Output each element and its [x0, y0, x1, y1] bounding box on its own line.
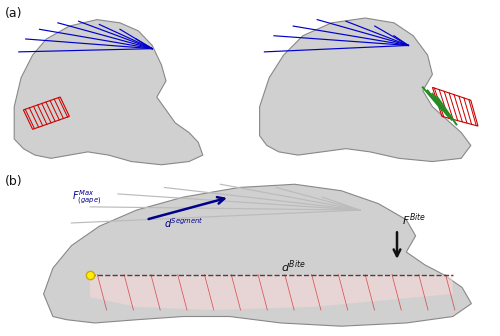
Text: (a): (a)	[5, 7, 22, 20]
Text: $d^{Bite}$: $d^{Bite}$	[281, 258, 305, 275]
Text: $F^{Bite}$: $F^{Bite}$	[402, 211, 426, 228]
Polygon shape	[260, 18, 471, 162]
Text: $F^{Max}_{(gape)}$: $F^{Max}_{(gape)}$	[72, 188, 101, 207]
Polygon shape	[14, 19, 203, 165]
Polygon shape	[44, 184, 472, 326]
Text: $d^{Segment}$: $d^{Segment}$	[164, 216, 204, 230]
Text: (b): (b)	[5, 175, 22, 188]
Polygon shape	[90, 275, 453, 310]
